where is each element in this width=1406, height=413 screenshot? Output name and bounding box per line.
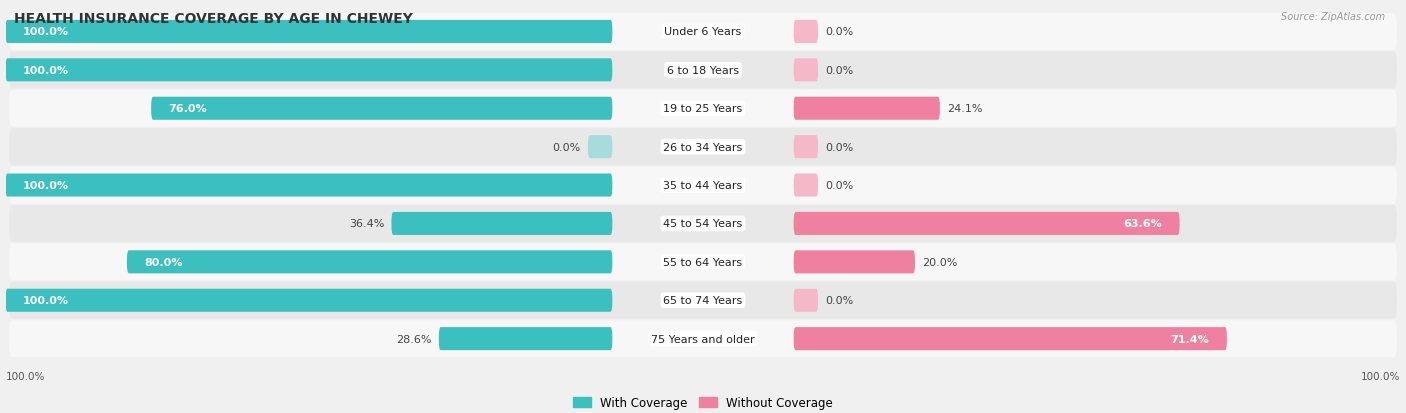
FancyBboxPatch shape (793, 328, 1227, 350)
Text: 65 to 74 Years: 65 to 74 Years (664, 296, 742, 306)
Text: 100.0%: 100.0% (22, 180, 69, 190)
Text: 80.0%: 80.0% (145, 257, 183, 267)
FancyBboxPatch shape (588, 136, 613, 159)
FancyBboxPatch shape (8, 52, 1398, 89)
FancyBboxPatch shape (8, 167, 1398, 204)
Text: 75 Years and older: 75 Years and older (651, 334, 755, 344)
FancyBboxPatch shape (439, 328, 613, 350)
FancyBboxPatch shape (793, 21, 818, 44)
FancyBboxPatch shape (8, 90, 1398, 127)
Text: 24.1%: 24.1% (946, 104, 983, 114)
FancyBboxPatch shape (8, 244, 1398, 280)
Text: 100.0%: 100.0% (22, 296, 69, 306)
FancyBboxPatch shape (793, 174, 818, 197)
FancyBboxPatch shape (793, 97, 939, 121)
Text: 55 to 64 Years: 55 to 64 Years (664, 257, 742, 267)
Text: 100.0%: 100.0% (6, 371, 45, 381)
FancyBboxPatch shape (8, 206, 1398, 242)
Text: Source: ZipAtlas.com: Source: ZipAtlas.com (1281, 12, 1385, 22)
Text: 100.0%: 100.0% (1361, 371, 1400, 381)
FancyBboxPatch shape (793, 212, 1180, 235)
FancyBboxPatch shape (152, 97, 613, 121)
Text: Under 6 Years: Under 6 Years (665, 27, 741, 37)
FancyBboxPatch shape (793, 59, 818, 82)
Text: 63.6%: 63.6% (1123, 219, 1163, 229)
Text: 28.6%: 28.6% (396, 334, 432, 344)
Text: 0.0%: 0.0% (553, 142, 581, 152)
Legend: With Coverage, Without Coverage: With Coverage, Without Coverage (568, 392, 838, 413)
FancyBboxPatch shape (8, 320, 1398, 357)
Text: 36.4%: 36.4% (349, 219, 384, 229)
Text: 19 to 25 Years: 19 to 25 Years (664, 104, 742, 114)
FancyBboxPatch shape (793, 289, 818, 312)
Text: 0.0%: 0.0% (825, 142, 853, 152)
Text: 71.4%: 71.4% (1171, 334, 1209, 344)
Text: 76.0%: 76.0% (169, 104, 207, 114)
FancyBboxPatch shape (6, 21, 613, 44)
Text: 6 to 18 Years: 6 to 18 Years (666, 66, 740, 76)
Text: 0.0%: 0.0% (825, 180, 853, 190)
Text: 20.0%: 20.0% (922, 257, 957, 267)
FancyBboxPatch shape (6, 289, 613, 312)
FancyBboxPatch shape (6, 174, 613, 197)
Text: 0.0%: 0.0% (825, 66, 853, 76)
FancyBboxPatch shape (8, 282, 1398, 319)
FancyBboxPatch shape (8, 14, 1398, 51)
FancyBboxPatch shape (6, 59, 613, 82)
FancyBboxPatch shape (793, 136, 818, 159)
FancyBboxPatch shape (8, 129, 1398, 166)
Text: 100.0%: 100.0% (22, 27, 69, 37)
Text: HEALTH INSURANCE COVERAGE BY AGE IN CHEWEY: HEALTH INSURANCE COVERAGE BY AGE IN CHEW… (14, 12, 413, 26)
Text: 35 to 44 Years: 35 to 44 Years (664, 180, 742, 190)
FancyBboxPatch shape (391, 212, 613, 235)
FancyBboxPatch shape (793, 251, 915, 274)
Text: 45 to 54 Years: 45 to 54 Years (664, 219, 742, 229)
Text: 26 to 34 Years: 26 to 34 Years (664, 142, 742, 152)
FancyBboxPatch shape (127, 251, 613, 274)
Text: 100.0%: 100.0% (22, 66, 69, 76)
Text: 0.0%: 0.0% (825, 296, 853, 306)
Text: 0.0%: 0.0% (825, 27, 853, 37)
